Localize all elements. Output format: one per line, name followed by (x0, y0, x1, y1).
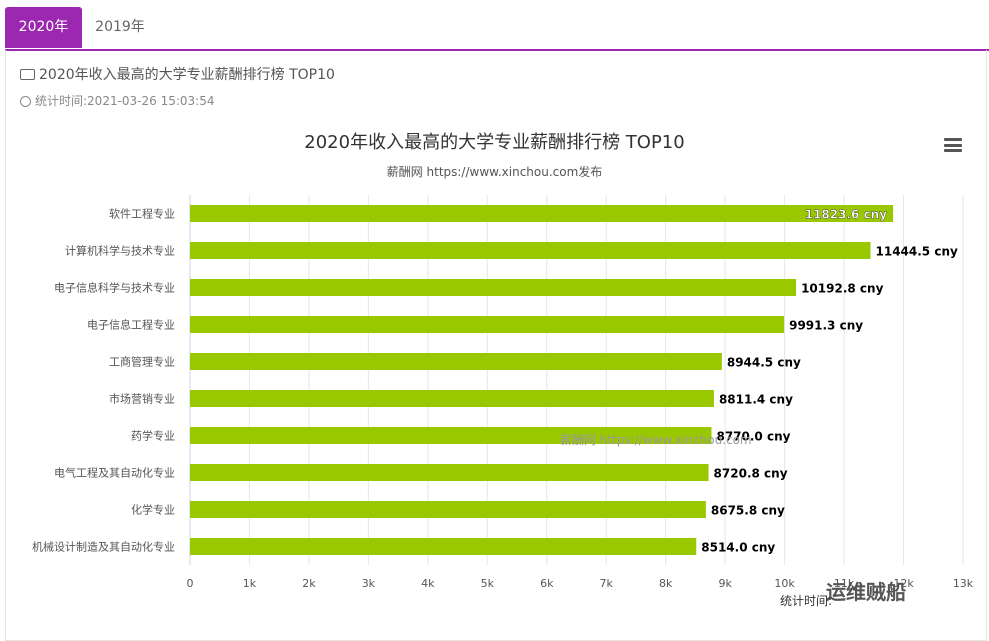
tab-2020[interactable]: 2020年 (5, 7, 82, 48)
x-tick-label: 6k (540, 577, 554, 590)
x-tick-label: 11k (834, 577, 855, 590)
x-tick-label: 7k (600, 577, 614, 590)
chart-title: 2020年收入最高的大学专业薪酬排行榜 TOP10 (304, 132, 685, 153)
watermark: 薪酬网 https://www.xinchou.com (560, 433, 752, 447)
chart-subtitle: 薪酬网 https://www.xinchou.com发布 (386, 165, 603, 179)
x-tick-label: 13k (953, 577, 974, 590)
panel-title-text: 2020年收入最高的大学专业薪酬排行榜 TOP10 (39, 67, 335, 83)
category-label: 化学专业 (131, 503, 175, 517)
bar (190, 353, 722, 370)
value-label: 8675.8 cny (711, 504, 785, 518)
bar (190, 205, 894, 222)
x-tick-label: 0 (187, 577, 194, 590)
wechat-logo-text: 运维贼船 (826, 580, 906, 604)
chart-icon (20, 69, 35, 80)
value-label: 8720.8 cny (714, 467, 788, 481)
bar (190, 242, 871, 259)
value-label: 8944.5 cny (727, 356, 801, 370)
year-tabs: 2020年 2019年 (5, 0, 989, 51)
category-label: 机械设计制造及其自动化专业 (32, 540, 175, 554)
bar (190, 279, 797, 296)
panel-title: 2020年收入最高的大学专业薪酬排行榜 TOP10 (20, 64, 335, 84)
x-tick-label: 3k (362, 577, 376, 590)
category-label: 电气工程及其自动化专业 (54, 466, 175, 480)
bar (190, 501, 706, 518)
clock-icon (20, 96, 31, 107)
value-label: 10192.8 cny (801, 282, 883, 296)
category-label: 软件工程专业 (109, 207, 175, 221)
chart-panel: 2020年收入最高的大学专业薪酬排行榜 TOP10 统计时间:2021-03-2… (5, 50, 987, 641)
panel-timestamp: 统计时间:2021-03-26 15:03:54 (20, 92, 215, 109)
value-label: 8514.0 cny (701, 541, 775, 555)
category-label: 药学专业 (131, 429, 175, 443)
category-label: 电子信息工程专业 (87, 318, 175, 332)
bar (190, 464, 709, 481)
value-label: 8811.4 cny (719, 393, 793, 407)
category-label: 电子信息科学与技术专业 (54, 281, 175, 295)
x-tick-label: 12k (893, 577, 914, 590)
bar (190, 427, 712, 444)
value-label: 11444.5 cny (876, 245, 958, 259)
tab-2019[interactable]: 2019年 (95, 19, 145, 35)
bar (190, 316, 785, 333)
value-label: 9991.3 cny (789, 319, 863, 333)
x-tick-label: 10k (774, 577, 795, 590)
bar (190, 538, 697, 555)
value-label: 8770.0 cny (716, 430, 790, 444)
footer-credit: 统计时间: (780, 594, 833, 608)
x-tick-label: 1k (243, 577, 257, 590)
x-tick-label: 8k (659, 577, 673, 590)
x-tick-label: 9k (718, 577, 732, 590)
x-tick-label: 5k (481, 577, 495, 590)
category-label: 工商管理专业 (109, 355, 175, 369)
category-label: 市场营销专业 (109, 392, 175, 406)
bar (190, 390, 714, 407)
hamburger-menu-icon[interactable] (944, 138, 962, 152)
timestamp-text: 统计时间:2021-03-26 15:03:54 (35, 94, 215, 108)
x-tick-label: 4k (421, 577, 435, 590)
x-tick-label: 2k (302, 577, 316, 590)
value-label: 11823.6 cny (805, 208, 887, 222)
category-label: 计算机科学与技术专业 (65, 244, 175, 258)
